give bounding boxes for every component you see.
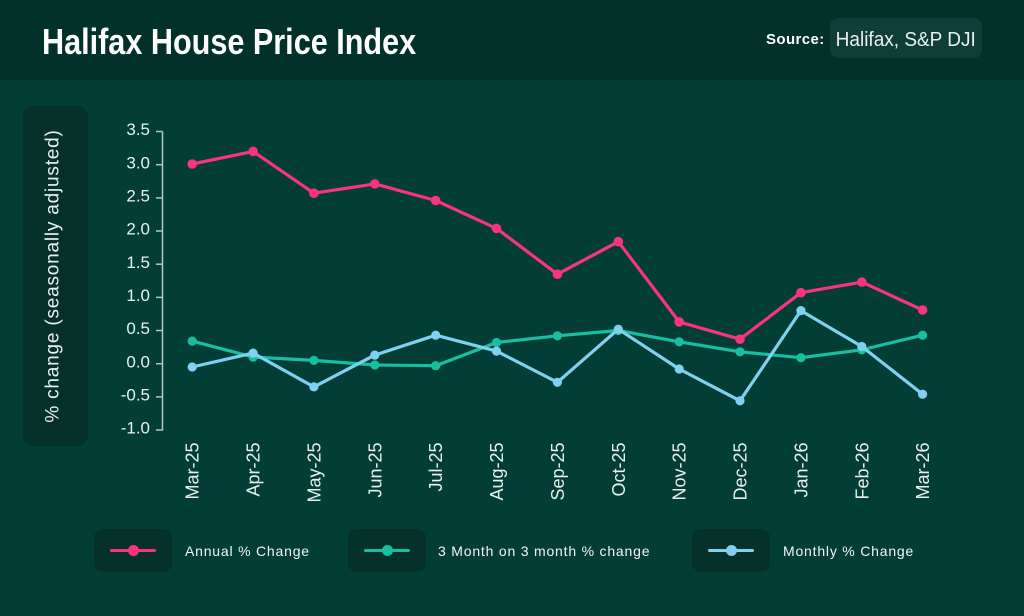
svg-text:3.5: 3.5: [126, 120, 150, 139]
svg-text:Jun-25: Jun-25: [365, 443, 385, 498]
svg-text:2.5: 2.5: [126, 187, 150, 206]
svg-text:-0.5: -0.5: [121, 386, 150, 405]
svg-text:Sep-25: Sep-25: [548, 443, 568, 501]
svg-text:Aug-25: Aug-25: [487, 443, 507, 501]
svg-text:Feb-26: Feb-26: [852, 443, 872, 500]
svg-text:0.0: 0.0: [126, 352, 150, 371]
svg-text:0.5: 0.5: [126, 319, 150, 338]
svg-text:Nov-25: Nov-25: [670, 443, 690, 501]
svg-text:3.0: 3.0: [126, 153, 150, 172]
svg-text:1.0: 1.0: [126, 286, 150, 305]
svg-text:Mar-25: Mar-25: [183, 443, 203, 500]
svg-text:Apr-25: Apr-25: [244, 443, 264, 497]
svg-text:Mar-26: Mar-26: [913, 443, 933, 500]
svg-text:May-25: May-25: [304, 443, 324, 503]
svg-text:Jan-26: Jan-26: [791, 443, 811, 498]
svg-text:Jul-25: Jul-25: [426, 443, 446, 492]
svg-text:1.5: 1.5: [126, 253, 150, 272]
svg-text:Dec-25: Dec-25: [731, 443, 751, 501]
svg-text:Oct-25: Oct-25: [609, 443, 629, 497]
svg-text:-1.0: -1.0: [121, 419, 150, 438]
svg-text:2.0: 2.0: [126, 220, 150, 239]
